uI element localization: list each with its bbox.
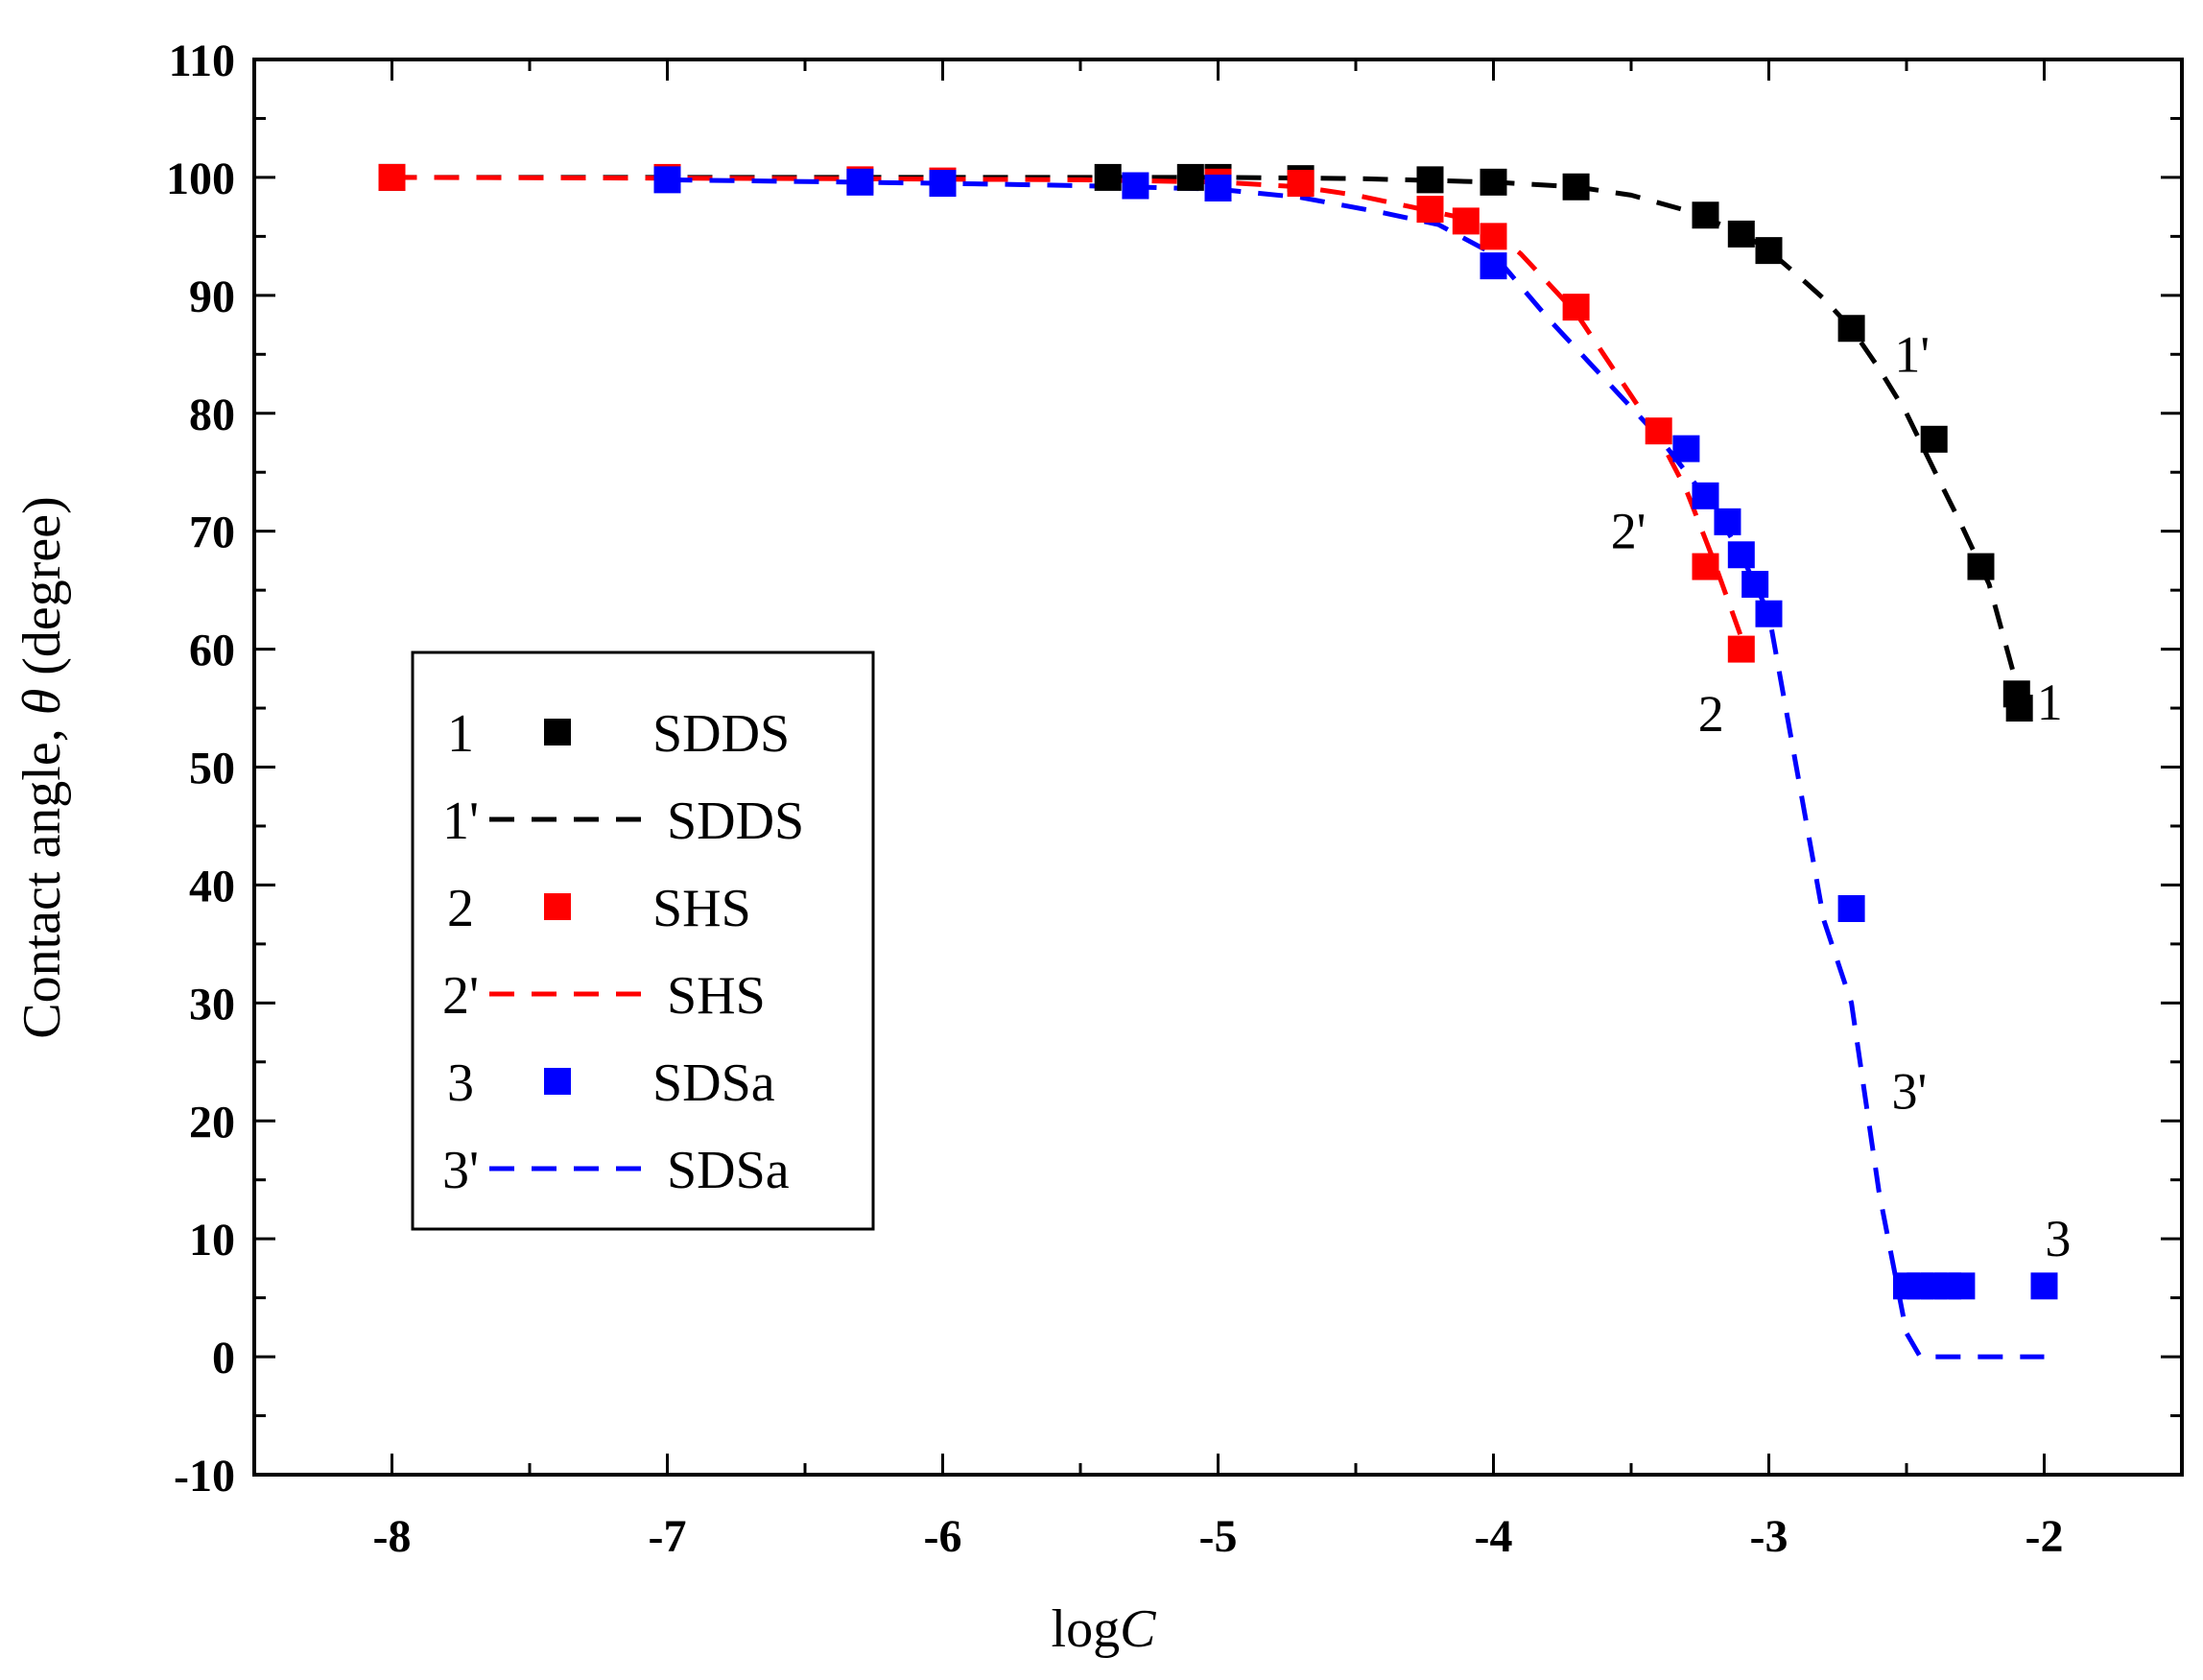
- y-tick-label: -10: [174, 1451, 235, 1502]
- x-tick-label: -6: [924, 1511, 962, 1562]
- y-tick-label: 0: [212, 1333, 235, 1384]
- y-axis-title: Contact angle, θ (degree): [12, 496, 72, 1038]
- data-point-1: [1094, 163, 1122, 191]
- data-point-2: [1692, 553, 1719, 580]
- data-point-1: [1416, 166, 1444, 194]
- legend-series-name: SDSa: [667, 1141, 790, 1200]
- data-point-1: [1562, 173, 1590, 201]
- data-point-1: [1755, 237, 1783, 265]
- legend-label: 1: [447, 704, 474, 764]
- data-point-3: [2030, 1272, 2058, 1300]
- legend-series-name: SHS: [652, 879, 751, 938]
- series-layer: [378, 163, 2058, 1360]
- y-tick-label: 60: [189, 626, 235, 676]
- legend-marker: [544, 1068, 571, 1095]
- data-point-2: [1562, 294, 1590, 321]
- data-point-3: [1692, 482, 1719, 509]
- x-tick-label: -8: [373, 1511, 412, 1562]
- data-point-1: [1967, 553, 1995, 580]
- data-point-3: [1672, 435, 1700, 462]
- axis-ticks: -8 -7 -6 -5 -4 -3 -2 -10 0 10 20 30 40 50 60 70 80 90 100 1…: [166, 35, 2184, 1562]
- data-point-1: [1837, 315, 1865, 343]
- legend-marker: [544, 893, 571, 920]
- legend-box: [411, 651, 875, 1231]
- legend-series-name: SDDS: [652, 704, 790, 764]
- legend-label: 1': [442, 792, 479, 851]
- data-point-3: [846, 168, 874, 196]
- curve-label: 3': [1892, 1063, 1928, 1121]
- series-line-1p: [391, 175, 2020, 686]
- data-point-2: [1416, 196, 1444, 224]
- curve-label: 1: [2037, 674, 2063, 731]
- data-point-1: [1176, 163, 1204, 191]
- data-point-3: [1727, 541, 1755, 569]
- data-point-2: [1480, 223, 1507, 250]
- data-point-1: [1920, 425, 1948, 453]
- data-point-3: [1755, 600, 1783, 627]
- x-axis-title: logC: [1052, 1599, 1157, 1659]
- data-point-3: [1837, 895, 1865, 922]
- x-tick-label: -4: [1475, 1511, 1513, 1562]
- y-tick-label: 110: [169, 35, 235, 86]
- curve-label: 3: [2045, 1210, 2071, 1267]
- curve-label: 2': [1611, 503, 1646, 560]
- legend-series-name: SHS: [667, 966, 766, 1026]
- x-tick-label: -5: [1199, 1511, 1238, 1562]
- y-tick-label: 50: [189, 744, 235, 794]
- data-point-3: [1714, 508, 1741, 535]
- data-point-1: [2005, 695, 2033, 722]
- y-tick-label: 90: [189, 272, 235, 322]
- legend-label: 3': [442, 1141, 479, 1200]
- series-line-3p: [667, 177, 2045, 1360]
- data-point-3: [653, 166, 681, 194]
- curve-label: 1': [1894, 325, 1930, 383]
- x-tick-label: -7: [649, 1511, 687, 1562]
- legend-label: 2': [442, 966, 479, 1026]
- y-tick-label: 70: [189, 508, 235, 558]
- legend-series-name: SDSa: [652, 1053, 775, 1113]
- data-point-1: [1692, 201, 1719, 229]
- legend-marker: [544, 719, 571, 745]
- curve-label: 2: [1698, 685, 1724, 743]
- data-point-1: [1727, 220, 1755, 248]
- data-point-3: [929, 170, 957, 198]
- data-point-2: [378, 163, 406, 191]
- curve-annotations: 1' 1 2' 2 3' 3: [1611, 325, 2072, 1267]
- data-point-2: [1727, 635, 1755, 663]
- legend: 1 SDDS 1' SDDS 2 SHS 2' SHS 3 SDSa 3' SDSa: [411, 651, 875, 1231]
- y-tick-label: 100: [166, 154, 235, 204]
- legend-label: 3: [447, 1053, 474, 1113]
- data-point-2: [1645, 417, 1672, 445]
- data-point-3: [1204, 174, 1232, 201]
- data-point-3: [1948, 1272, 1976, 1300]
- x-tick-label: -2: [2025, 1511, 2064, 1562]
- y-tick-label: 10: [189, 1215, 235, 1266]
- legend-series-name: SDDS: [667, 792, 804, 851]
- data-point-3: [1480, 252, 1507, 280]
- y-tick-label: 80: [189, 390, 235, 440]
- x-tick-label: -3: [1750, 1511, 1788, 1562]
- y-tick-label: 30: [189, 979, 235, 1029]
- data-point-3: [1741, 570, 1769, 598]
- y-tick-label: 20: [189, 1097, 235, 1148]
- data-point-2: [1287, 170, 1315, 198]
- legend-label: 2: [447, 879, 474, 938]
- data-point-1: [1480, 168, 1507, 196]
- data-point-3: [1122, 172, 1149, 200]
- y-tick-label: 40: [189, 861, 235, 911]
- data-point-2: [1452, 207, 1480, 235]
